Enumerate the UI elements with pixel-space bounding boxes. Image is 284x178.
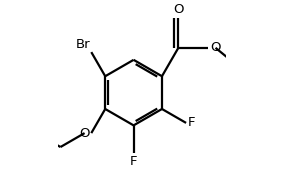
Text: Br: Br: [75, 38, 90, 51]
Text: F: F: [187, 116, 195, 129]
Text: O: O: [210, 41, 220, 54]
Text: O: O: [80, 127, 90, 140]
Text: F: F: [130, 155, 137, 168]
Text: O: O: [173, 3, 183, 16]
